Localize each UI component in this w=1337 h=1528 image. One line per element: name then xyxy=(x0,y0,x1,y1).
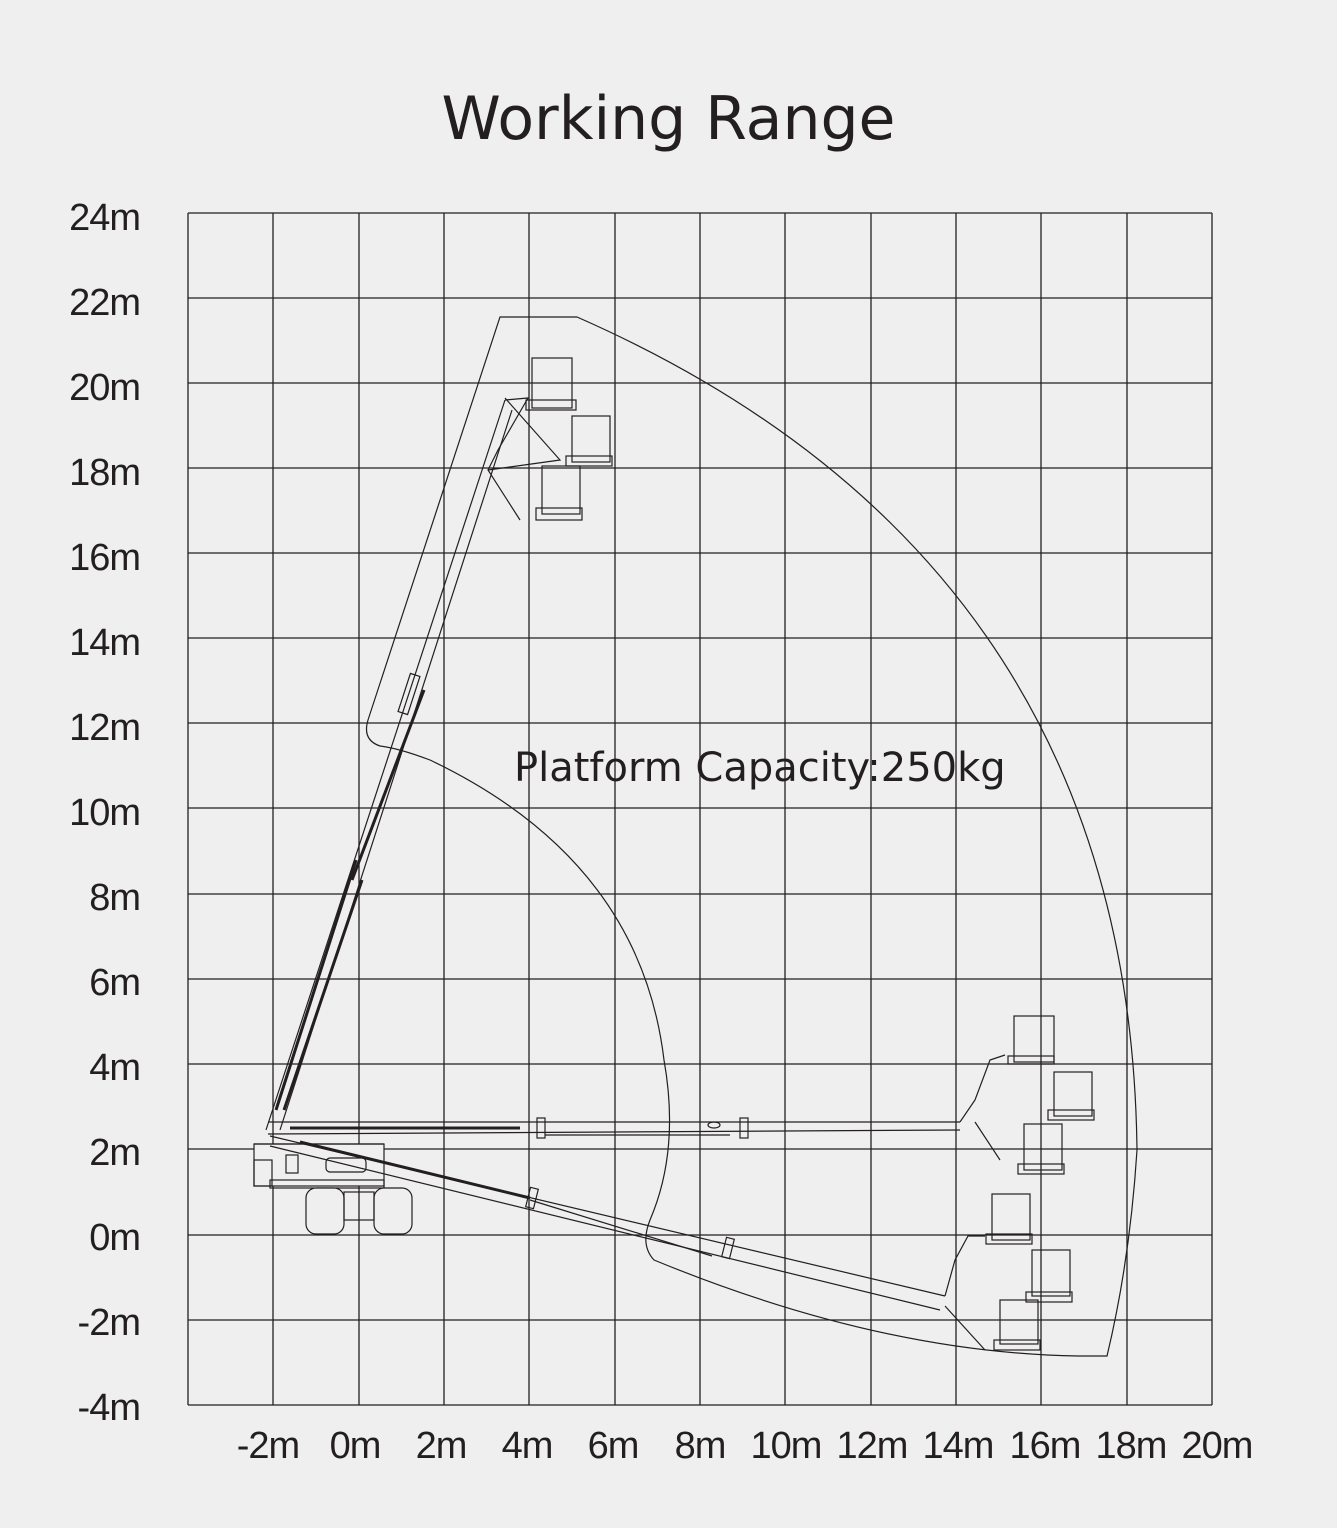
y-tick-label: 10m xyxy=(69,792,140,834)
x-tick-label: -2m xyxy=(237,1425,299,1467)
upper-platforms xyxy=(525,357,613,521)
y-tick-label: 2m xyxy=(89,1132,140,1174)
y-tick-label: 12m xyxy=(69,707,140,749)
y-tick-label: -2m xyxy=(78,1302,140,1344)
y-tick-label: 8m xyxy=(89,877,140,919)
machine-chassis xyxy=(253,1143,413,1235)
page-title: Working Range xyxy=(441,84,896,154)
y-tick-label: 24m xyxy=(69,197,140,239)
x-tick-label: 4m xyxy=(502,1425,553,1467)
y-tick-label: 0m xyxy=(89,1217,140,1259)
lower-boom xyxy=(269,1135,986,1351)
y-axis-labels: 24m 22m 20m 18m 16m 14m 12m 10m 8m 6m 4m… xyxy=(69,197,141,1429)
upper-boom xyxy=(265,397,562,1131)
x-tick-label: 6m xyxy=(588,1425,639,1467)
x-tick-label: 0m xyxy=(330,1425,381,1467)
lower-platforms xyxy=(985,1193,1073,1351)
y-tick-label: 14m xyxy=(69,622,140,664)
working-envelope xyxy=(365,316,1138,1357)
x-tick-label: 20m xyxy=(1182,1425,1253,1467)
platform-capacity-label: Platform Capacity:250kg xyxy=(514,745,1006,791)
x-tick-label: 2m xyxy=(416,1425,467,1467)
x-tick-label: 12m xyxy=(837,1425,908,1467)
middle-platforms xyxy=(1007,1015,1095,1175)
y-tick-label: 6m xyxy=(89,962,140,1004)
y-tick-label: -4m xyxy=(78,1387,140,1429)
y-tick-label: 16m xyxy=(69,537,140,579)
x-tick-label: 16m xyxy=(1010,1425,1081,1467)
y-tick-label: 22m xyxy=(69,282,140,324)
y-tick-label: 20m xyxy=(69,367,140,409)
horizontal-boom xyxy=(267,1054,1006,1161)
x-tick-label: 18m xyxy=(1096,1425,1167,1467)
y-tick-label: 4m xyxy=(89,1047,140,1089)
x-tick-label: 8m xyxy=(675,1425,726,1467)
x-axis-labels: -2m 0m 2m 4m 6m 8m 10m 12m 14m 16m 18m 2… xyxy=(237,1425,1254,1467)
x-tick-label: 14m xyxy=(923,1425,994,1467)
y-tick-label: 18m xyxy=(69,452,140,494)
x-tick-label: 10m xyxy=(751,1425,822,1467)
